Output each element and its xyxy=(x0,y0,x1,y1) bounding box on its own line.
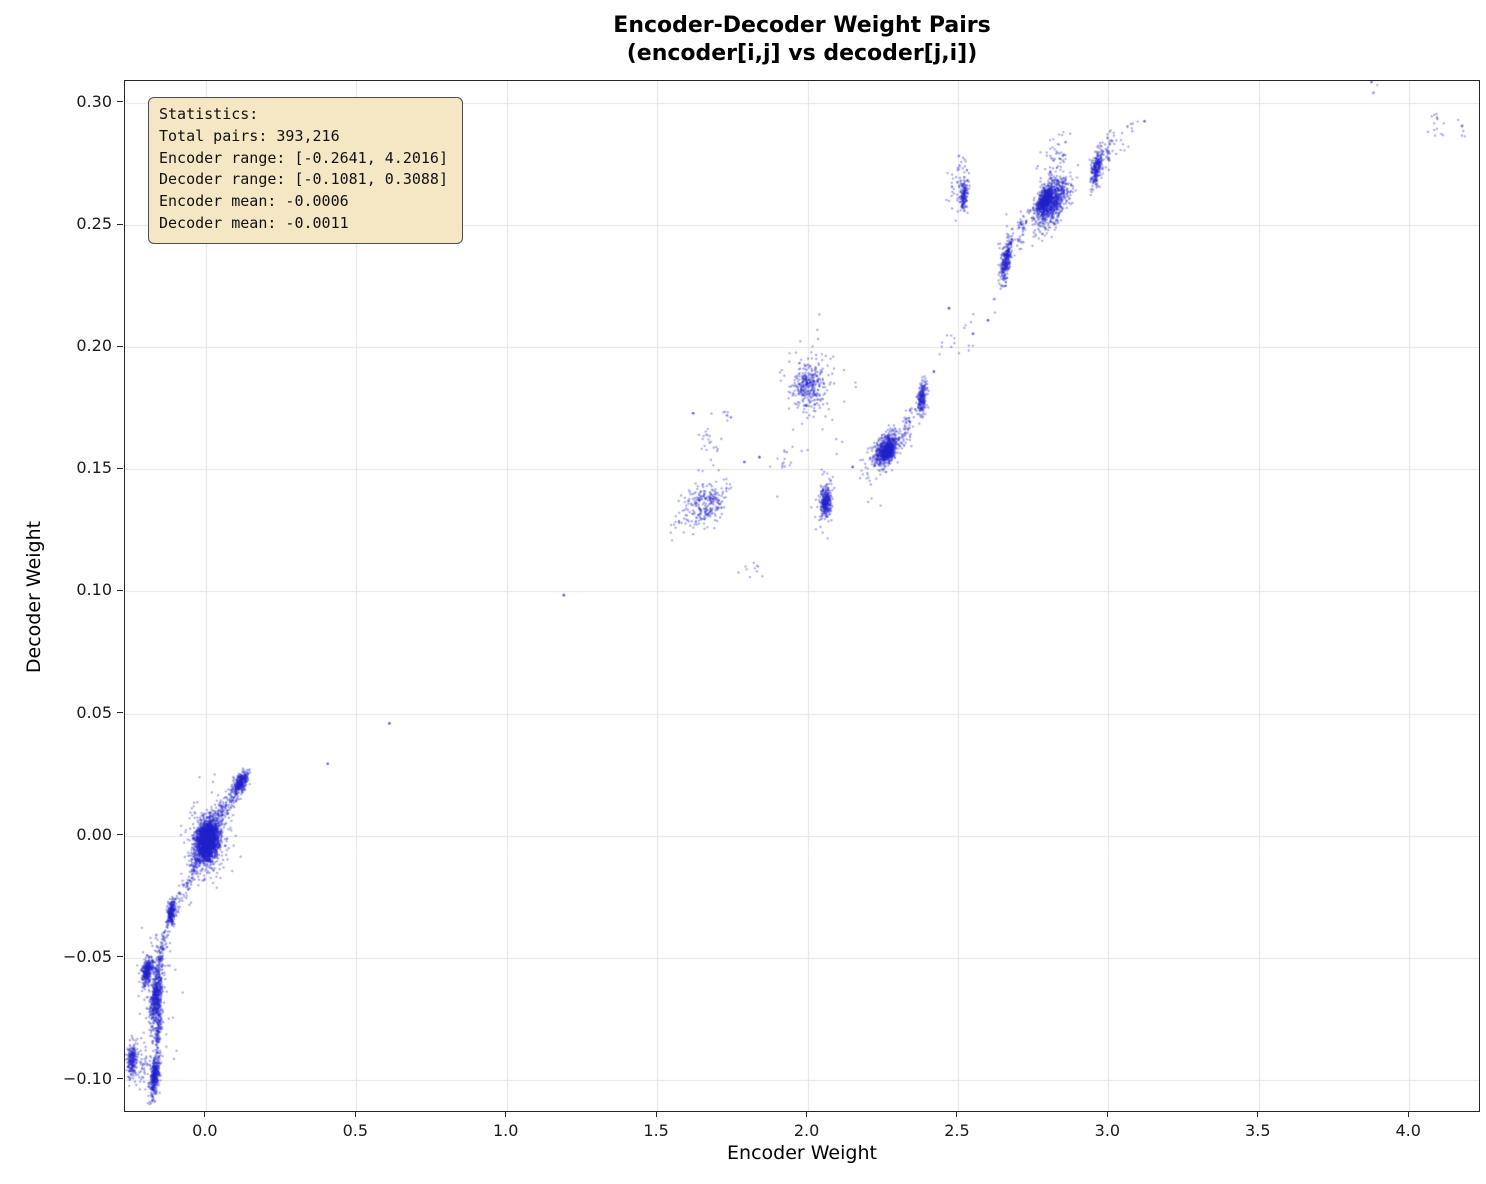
y-tick-mark xyxy=(117,956,123,958)
y-tick-mark xyxy=(117,834,123,836)
stats-line-decoder-mean: Decoder mean: -0.0011 xyxy=(159,213,349,232)
stats-line-decoder-range: Decoder range: [-0.1081, 0.3088] xyxy=(159,170,448,189)
y-tick-mark xyxy=(117,467,123,469)
chart-title-line1: Encoder-Decoder Weight Pairs xyxy=(613,13,991,38)
x-tick-label: 2.0 xyxy=(793,1121,820,1140)
y-tick-mark xyxy=(117,1078,123,1080)
y-tick-label: 0.10 xyxy=(76,580,112,600)
x-tick-mark xyxy=(956,1111,958,1117)
stats-box: Statistics: Total pairs: 393,216 Encoder… xyxy=(148,97,463,244)
x-tick-mark xyxy=(1407,1111,1409,1117)
y-tick-mark xyxy=(117,712,123,714)
x-axis-label: Encoder Weight xyxy=(727,1142,877,1164)
x-tick-mark xyxy=(354,1111,356,1117)
y-tick-label: 0.25 xyxy=(76,214,112,234)
stats-line-title: Statistics: xyxy=(159,105,259,123)
x-tick-mark xyxy=(1106,1111,1108,1117)
x-tick-mark xyxy=(1257,1111,1259,1117)
stats-line-total-pairs: Total pairs: 393,216 xyxy=(159,126,340,145)
y-tick-label: 0.05 xyxy=(76,702,112,722)
stats-line-encoder-mean: Encoder mean: -0.0006 xyxy=(159,192,349,210)
x-tick-mark xyxy=(204,1111,206,1117)
chart-title: Encoder-Decoder Weight Pairs (encoder[i,… xyxy=(124,12,1480,67)
y-tick-label: 0.30 xyxy=(76,91,112,111)
x-tick-label: 3.5 xyxy=(1245,1121,1271,1140)
x-tick-label: 4.0 xyxy=(1395,1121,1421,1140)
chart-title-line2: (encoder[i,j] vs decoder[j,i]) xyxy=(626,40,978,66)
y-tick-label: 0.15 xyxy=(76,458,112,478)
y-tick-mark xyxy=(117,101,123,103)
y-tick-mark xyxy=(117,345,123,347)
x-tick-label: 3.0 xyxy=(1094,1121,1121,1140)
x-tick-label: 0.0 xyxy=(192,1121,218,1140)
x-tick-mark xyxy=(505,1111,507,1117)
x-tick-label: 0.5 xyxy=(342,1121,369,1140)
plot-area xyxy=(124,80,1480,1112)
scatter-canvas xyxy=(125,81,1479,1111)
y-tick-mark xyxy=(117,589,123,591)
y-tick-label: 0.00 xyxy=(76,824,112,844)
x-tick-mark xyxy=(655,1111,657,1117)
x-tick-label: 1.5 xyxy=(643,1121,669,1140)
y-tick-label: −0.10 xyxy=(62,1068,112,1088)
y-tick-label: −0.05 xyxy=(62,946,112,966)
x-tick-label: 2.5 xyxy=(944,1121,970,1140)
x-tick-label: 1.0 xyxy=(492,1121,519,1140)
stats-line-encoder-range: Encoder range: [-0.2641, 4.2016] xyxy=(159,148,448,167)
y-tick-mark xyxy=(117,223,123,225)
x-tick-mark xyxy=(806,1111,808,1117)
y-tick-label: 0.20 xyxy=(76,336,112,356)
